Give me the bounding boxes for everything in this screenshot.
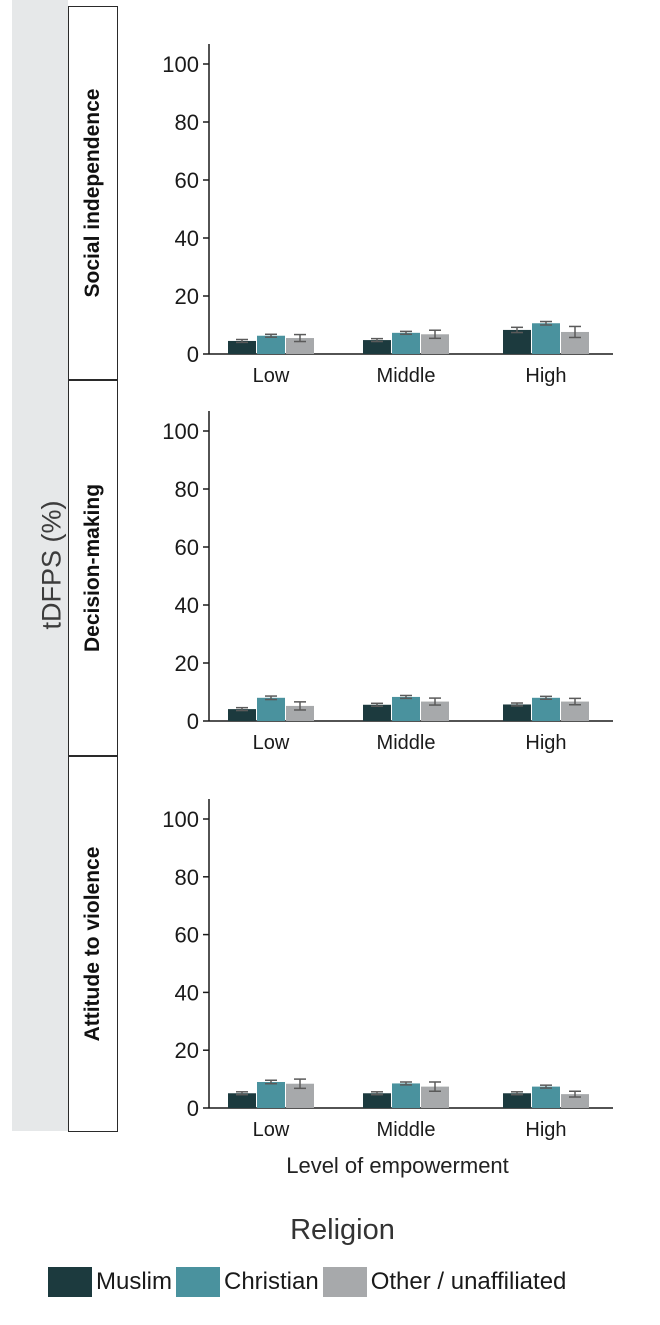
y-tick-label: 40	[175, 980, 199, 1005]
x-tick-label: Middle	[377, 1119, 436, 1140]
y-tick-label: 80	[175, 110, 199, 135]
chart-canvas: 0 20 40 60 80 100 Low Middle High 0 20 40 60 80 100 Low…	[0, 0, 660, 1140]
legend-item-other: Other / unaffiliated	[323, 1267, 567, 1297]
y-tick-label: 40	[175, 226, 199, 251]
legend: Muslim Christian Other / unaffiliated	[48, 1267, 570, 1297]
x-tick-label: Middle	[377, 732, 436, 754]
x-axis-title: Level of empowerment	[0, 1153, 660, 1179]
y-tick-label: 20	[175, 651, 199, 676]
x-tick-label: High	[525, 1119, 566, 1140]
bar	[363, 1093, 391, 1108]
y-tick-label: 60	[175, 923, 199, 948]
bar	[257, 336, 285, 354]
x-tick-label: High	[525, 732, 566, 754]
bar	[503, 1093, 531, 1108]
x-tick-label: High	[525, 365, 566, 387]
y-tick-label: 60	[175, 168, 199, 193]
bar	[503, 330, 531, 354]
bar	[532, 698, 560, 721]
legend-label-christian: Christian	[224, 1268, 319, 1296]
bar	[503, 704, 531, 721]
bar	[532, 1087, 560, 1108]
y-tick-label: 20	[175, 1038, 199, 1063]
legend-item-muslim: Muslim	[48, 1267, 172, 1297]
legend-label-muslim: Muslim	[96, 1268, 172, 1296]
x-tick-label: Low	[253, 732, 290, 754]
y-tick-label: 40	[175, 593, 199, 618]
bar	[392, 333, 420, 354]
y-tick-label: 100	[162, 807, 199, 832]
y-tick-label: 100	[162, 52, 199, 77]
y-tick-label: 80	[175, 477, 199, 502]
y-tick-label: 0	[187, 1096, 199, 1121]
y-tick-label: 100	[162, 419, 199, 444]
y-tick-label: 0	[187, 342, 199, 367]
bar	[392, 1083, 420, 1108]
x-tick-label: Middle	[377, 365, 436, 387]
y-tick-label: 80	[175, 865, 199, 890]
x-tick-label: Low	[253, 365, 290, 387]
legend-swatch-other	[323, 1267, 367, 1297]
legend-item-christian: Christian	[176, 1267, 319, 1297]
x-tick-label: Low	[253, 1119, 290, 1140]
bar	[257, 698, 285, 721]
bar	[228, 1093, 256, 1108]
y-tick-label: 0	[187, 709, 199, 734]
legend-swatch-christian	[176, 1267, 220, 1297]
legend-title: Religion	[0, 1214, 660, 1247]
legend-label-other: Other / unaffiliated	[371, 1268, 567, 1296]
bar	[392, 697, 420, 721]
y-tick-label: 20	[175, 284, 199, 309]
bar	[257, 1082, 285, 1108]
legend-swatch-muslim	[48, 1267, 92, 1297]
y-tick-label: 60	[175, 535, 199, 560]
bar	[532, 323, 560, 354]
bar	[363, 705, 391, 721]
